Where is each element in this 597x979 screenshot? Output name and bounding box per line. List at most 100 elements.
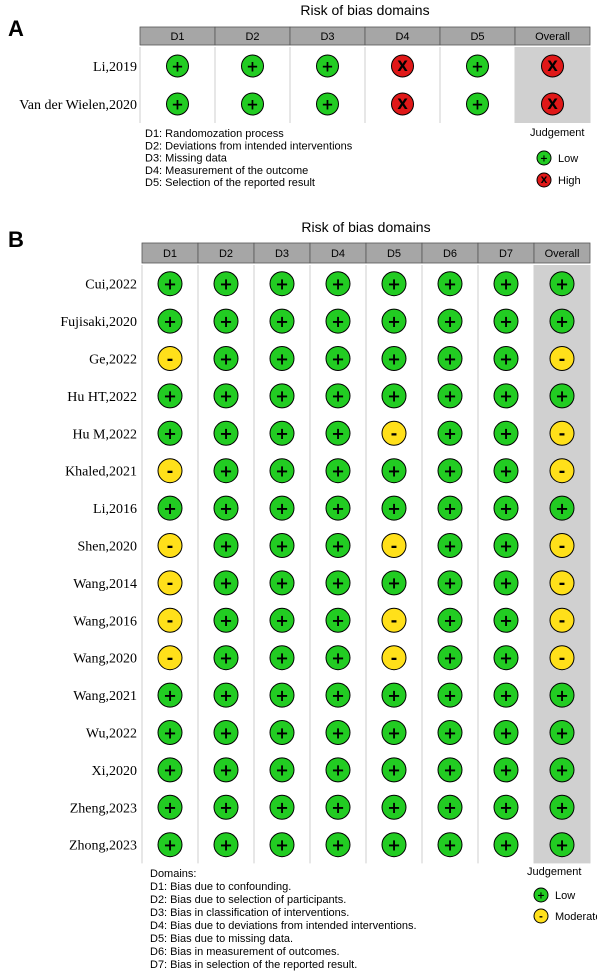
judgement-marker-circle: [325, 458, 351, 484]
judgement-marker-circle: [269, 346, 295, 371]
study-label: Hu M,2022: [72, 427, 137, 442]
judgement-marker-symbol: X: [397, 59, 408, 75]
judgement-marker-symbol: +: [275, 462, 289, 481]
judgement-marker-symbol: +: [387, 836, 401, 855]
judgement-marker-symbol: X: [397, 97, 408, 113]
judgement-marker-circle: [493, 682, 519, 708]
judgement-marker: +: [157, 383, 183, 409]
judgement-marker-symbol: +: [387, 686, 401, 705]
judgement-marker: +: [325, 495, 351, 521]
judgement-marker: +: [381, 383, 407, 409]
judgement-marker-symbol: +: [275, 723, 289, 742]
judgement-marker: +: [493, 757, 519, 783]
judgement-marker-symbol: +: [387, 761, 401, 780]
judgement-marker-circle: [493, 607, 519, 633]
judgement-marker-symbol: +: [387, 723, 401, 742]
judgement-legend-marker-symbol: X: [541, 176, 548, 186]
judgement-marker: -: [157, 607, 183, 633]
judgement-marker: +: [493, 607, 519, 633]
judgement-marker: +: [381, 346, 407, 371]
judgement-marker-circle: [493, 383, 519, 409]
judgement-marker-symbol: +: [331, 798, 345, 817]
judgement-marker: +: [157, 308, 183, 334]
judgement-marker-circle: [325, 645, 351, 671]
study-label: Hu HT,2022: [67, 390, 137, 405]
judgement-marker: +: [213, 570, 239, 596]
judgement-marker: +: [213, 495, 239, 521]
judgement-marker: +: [213, 832, 239, 858]
judgement-marker-symbol: +: [499, 349, 513, 368]
judgement-legend-title: Judgement: [527, 866, 581, 878]
judgement-marker: X: [391, 54, 414, 78]
overall-marker: +: [549, 757, 575, 783]
judgement-marker-circle: [269, 645, 295, 671]
judgement-marker-symbol: +: [219, 275, 233, 294]
judgement-marker-symbol: +: [387, 349, 401, 368]
judgement-marker-symbol: +: [499, 798, 513, 817]
judgement-marker: +: [437, 832, 463, 858]
judgement-marker-circle: [437, 645, 463, 671]
judgement-legend-marker-symbol: +: [537, 890, 545, 901]
judgement-marker-symbol: +: [219, 312, 233, 331]
overall-marker-circle: [549, 346, 575, 371]
judgement-marker-circle: [437, 570, 463, 596]
judgement-marker: +: [493, 720, 519, 745]
overall-marker-circle: [549, 832, 575, 858]
judgement-marker-symbol: +: [499, 649, 513, 668]
judgement-marker-symbol: +: [219, 611, 233, 630]
judgement-marker-circle: [157, 458, 183, 484]
judgement-marker: +: [325, 607, 351, 633]
domain-legend-item: D5: Bias due to missing data.: [150, 933, 293, 945]
judgement-marker-symbol: +: [163, 387, 177, 406]
judgement-marker: +: [493, 383, 519, 409]
judgement-marker-circle: [391, 54, 414, 78]
judgement-marker: +: [157, 495, 183, 521]
judgement-marker-circle: [493, 570, 519, 596]
judgement-marker-symbol: +: [387, 312, 401, 331]
header-label: D5: [470, 31, 484, 43]
judgement-marker-symbol: +: [275, 312, 289, 331]
judgement-marker: +: [325, 794, 351, 820]
judgement-marker: +: [381, 794, 407, 820]
judgement-marker: +: [437, 420, 463, 446]
judgement-marker: +: [325, 308, 351, 334]
judgement-marker-symbol: +: [275, 649, 289, 668]
domain-legend-heading: Domains:: [150, 868, 196, 880]
judgement-marker: +: [381, 308, 407, 334]
judgement-marker-circle: [437, 720, 463, 745]
judgement-marker: -: [157, 570, 183, 596]
judgement-marker-circle: [213, 757, 239, 783]
judgement-marker: -: [381, 645, 407, 671]
judgement-marker-symbol: +: [499, 574, 513, 593]
judgement-marker-circle: [437, 458, 463, 484]
judgement-marker-circle: [213, 794, 239, 820]
judgement-marker-circle: [381, 533, 407, 558]
judgement-marker-circle: [381, 420, 407, 446]
judgement-marker-circle: [325, 271, 351, 297]
judgement-marker: +: [269, 757, 295, 783]
judgement-marker-symbol: +: [163, 424, 177, 443]
judgement-marker-circle: [157, 607, 183, 633]
judgement-marker-circle: [269, 383, 295, 409]
overall-marker: X: [541, 54, 564, 78]
judgement-marker-circle: [157, 533, 183, 558]
judgement-marker-circle: [157, 757, 183, 783]
overall-marker-circle: [549, 458, 575, 484]
study-label: Fujisaki,2020: [60, 315, 137, 330]
judgement-marker-symbol: +: [499, 686, 513, 705]
judgement-marker: +: [437, 757, 463, 783]
judgement-marker-symbol: +: [246, 57, 258, 75]
domain-legend-item: D1: Randomozation process: [145, 128, 284, 140]
judgement-marker-circle: [269, 832, 295, 858]
header-label: Overall: [545, 248, 580, 260]
judgement-marker-circle: [157, 570, 183, 596]
judgement-marker: +: [493, 495, 519, 521]
judgement-marker-symbol: +: [219, 649, 233, 668]
judgement-marker: +: [213, 308, 239, 334]
judgement-marker-symbol: +: [443, 275, 457, 294]
domain-legend-item: D4: Measurement of the outcome: [145, 165, 308, 177]
judgement-marker: +: [493, 570, 519, 596]
study-label: Wang,2021: [73, 689, 137, 704]
judgement-marker-symbol: +: [331, 349, 345, 368]
judgement-marker: +: [213, 271, 239, 297]
